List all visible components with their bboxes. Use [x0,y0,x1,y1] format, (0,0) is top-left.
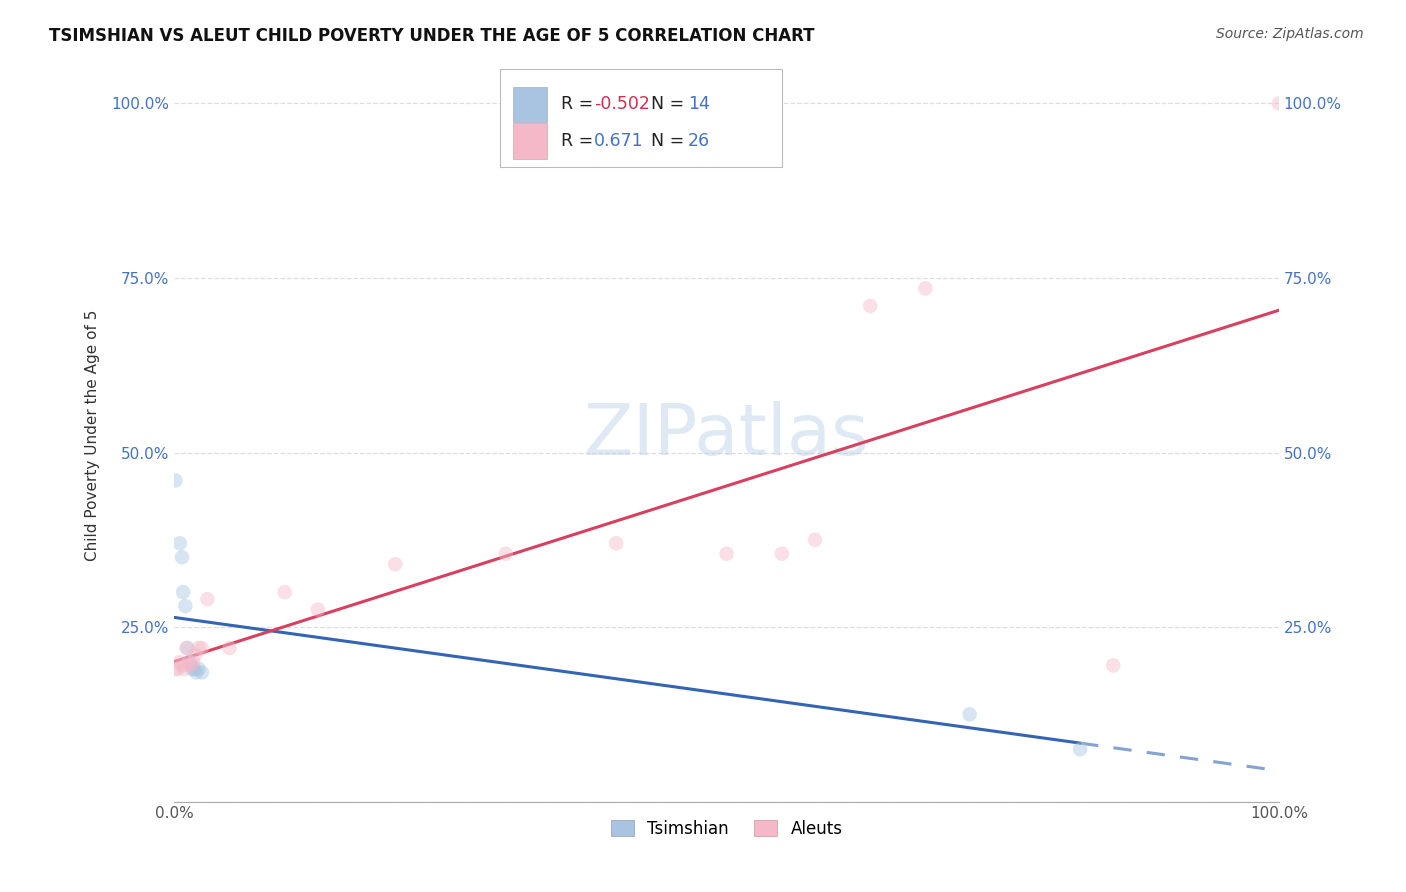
Point [804,533,827,547]
Point [170,658,193,673]
Point [191,640,214,655]
Point [165,662,187,676]
FancyBboxPatch shape [501,69,782,168]
Text: Source: ZipAtlas.com: Source: ZipAtlas.com [1216,27,1364,41]
Text: N =: N = [651,132,690,150]
Point [859,299,882,313]
Point [181,662,204,676]
Text: 26: 26 [688,132,710,150]
Text: R =: R = [561,95,599,113]
Point [187,640,209,655]
Point [187,662,209,676]
Point [1069,742,1091,756]
Point [176,640,198,655]
Point [169,655,191,669]
FancyBboxPatch shape [513,87,547,122]
Point [914,281,936,295]
Point [174,599,197,613]
Point [605,536,627,550]
Point [186,665,208,680]
Point [770,547,793,561]
Text: 0.671: 0.671 [595,132,644,150]
Point [1268,96,1291,111]
Point [166,662,188,676]
Text: -0.502: -0.502 [595,95,650,113]
Y-axis label: Child Poverty Under the Age of 5: Child Poverty Under the Age of 5 [86,310,100,561]
Point [180,658,202,673]
Point [172,585,194,599]
Point [181,655,204,669]
Point [169,536,191,550]
Text: ZIPatlas: ZIPatlas [583,401,869,469]
Point [274,585,297,599]
Point [179,655,201,669]
Text: 14: 14 [688,95,710,113]
Point [173,662,195,676]
Point [495,547,517,561]
Point [165,474,187,488]
Point [183,662,205,676]
Legend: Tsimshian, Aleuts: Tsimshian, Aleuts [605,814,849,845]
Text: TSIMSHIAN VS ALEUT CHILD POVERTY UNDER THE AGE OF 5 CORRELATION CHART: TSIMSHIAN VS ALEUT CHILD POVERTY UNDER T… [49,27,814,45]
Point [959,707,981,722]
Point [197,592,219,607]
Point [191,665,214,680]
Point [384,558,406,572]
Point [716,547,738,561]
Point [170,550,193,565]
Text: R =: R = [561,132,605,150]
Text: N =: N = [651,95,690,113]
Point [307,602,329,616]
Point [177,655,200,669]
FancyBboxPatch shape [513,123,547,159]
Point [218,640,240,655]
Point [176,640,198,655]
Point [1102,658,1125,673]
Point [184,648,207,662]
